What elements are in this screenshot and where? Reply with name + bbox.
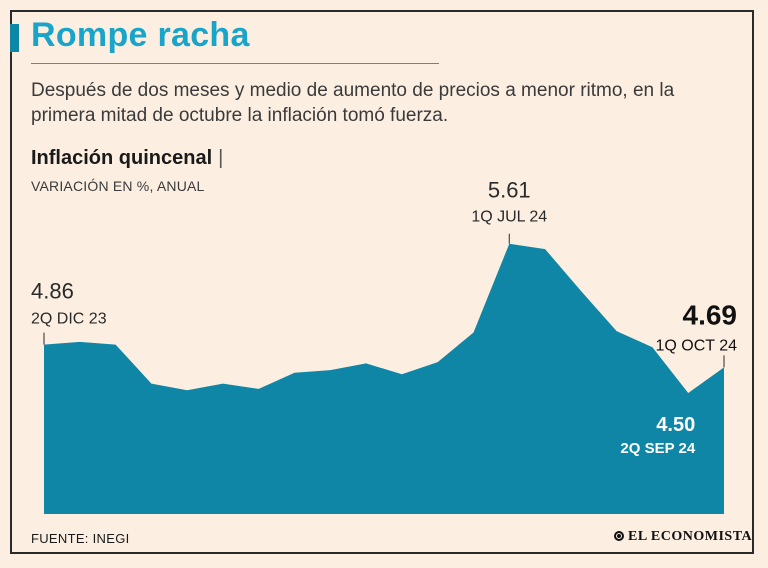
brand-name: EL ECONOMISTA	[628, 529, 753, 544]
annotation-value: 4.69	[683, 299, 738, 330]
annotation-value: 4.86	[31, 279, 74, 304]
page-subtitle: Después de dos meses y medio de aumento …	[31, 80, 675, 126]
title-underline	[31, 63, 439, 64]
brand-logo: EL ECONOMISTA	[614, 529, 752, 545]
annotation-value: 4.50	[656, 414, 695, 436]
annotation-label: 1Q OCT 24	[655, 337, 737, 354]
inflation-area	[44, 243, 724, 514]
chart-title-separator: |	[218, 147, 224, 169]
title-accent-bar	[10, 24, 19, 52]
chart-title-text: Inflación quincenal	[31, 147, 213, 169]
chart-unit-label: VARIACIÓN EN %, ANUAL	[31, 178, 205, 194]
annotation-value: 5.61	[488, 178, 531, 203]
chart-title: Inflación quincenal |	[31, 147, 223, 170]
annotation-label: 2Q SEP 24	[620, 440, 695, 457]
source-label: FUENTE: INEGI	[31, 531, 130, 546]
chart-annotations: 4.86 2Q DIC 23 5.61 1Q JUL 24 4.69 1Q OCT 24 4…	[31, 178, 737, 457]
page-title: Rompe racha	[31, 16, 250, 54]
brand-mark-icon	[614, 531, 624, 541]
annotation-label: 2Q DIC 23	[31, 311, 107, 328]
annotation-label: 1Q JUL 24	[471, 209, 547, 226]
